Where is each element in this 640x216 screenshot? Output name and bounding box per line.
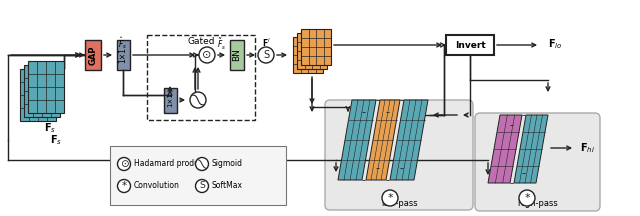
FancyBboxPatch shape (301, 29, 331, 65)
Text: $\mathbf{F}_s$: $\mathbf{F}_s$ (44, 121, 56, 135)
Text: $\hat{F}_s$: $\hat{F}_s$ (118, 35, 127, 51)
Circle shape (195, 179, 209, 192)
Text: ⊙: ⊙ (120, 159, 129, 169)
FancyBboxPatch shape (20, 69, 56, 121)
Text: *: * (387, 193, 393, 203)
Text: $\mathbf{F}^l$: $\mathbf{F}^l$ (262, 37, 270, 49)
Text: S: S (263, 50, 269, 60)
Polygon shape (338, 100, 376, 180)
Circle shape (118, 179, 131, 192)
Circle shape (199, 47, 215, 63)
FancyBboxPatch shape (325, 100, 473, 210)
FancyBboxPatch shape (110, 146, 286, 205)
Text: $\mathbf{F}_{lo}$: $\mathbf{F}_{lo}$ (548, 37, 563, 51)
Text: Hadamard product: Hadamard product (134, 159, 206, 168)
Circle shape (382, 190, 398, 206)
Text: low-pass: low-pass (381, 199, 419, 208)
FancyBboxPatch shape (230, 40, 244, 70)
FancyBboxPatch shape (293, 37, 323, 73)
Text: $\tilde{F}_s$: $\tilde{F}_s$ (218, 37, 227, 52)
Text: Invert: Invert (454, 41, 485, 49)
Circle shape (118, 157, 131, 170)
FancyBboxPatch shape (475, 113, 600, 211)
Text: ⊙: ⊙ (202, 50, 212, 60)
Text: high-pass: high-pass (518, 199, 558, 208)
FancyBboxPatch shape (297, 33, 327, 69)
Circle shape (190, 92, 206, 108)
FancyBboxPatch shape (28, 61, 64, 113)
Text: 1×1: 1×1 (118, 47, 127, 63)
Text: *: * (524, 193, 530, 203)
Circle shape (258, 47, 274, 63)
Text: *: * (122, 181, 127, 191)
Text: 1×1: 1×1 (167, 93, 173, 107)
Text: S: S (199, 181, 205, 191)
Circle shape (519, 190, 535, 206)
FancyBboxPatch shape (116, 40, 129, 70)
FancyBboxPatch shape (24, 65, 60, 117)
FancyBboxPatch shape (446, 35, 494, 55)
Text: GAP: GAP (88, 45, 97, 65)
Text: Sigmoid: Sigmoid (212, 159, 243, 168)
Text: $\mathbf{F}_s$: $\mathbf{F}_s$ (50, 133, 62, 147)
Text: BN: BN (232, 49, 241, 61)
Polygon shape (488, 115, 522, 183)
Polygon shape (514, 115, 548, 183)
Text: Convolution: Convolution (134, 181, 180, 191)
FancyBboxPatch shape (85, 40, 101, 70)
Text: $\mathbf{F}_{hi}$: $\mathbf{F}_{hi}$ (580, 141, 595, 155)
Polygon shape (390, 100, 428, 180)
Polygon shape (366, 100, 400, 180)
Text: Gated: Gated (188, 38, 215, 46)
Text: SoftMax: SoftMax (212, 181, 243, 191)
FancyBboxPatch shape (163, 87, 177, 113)
Circle shape (195, 157, 209, 170)
